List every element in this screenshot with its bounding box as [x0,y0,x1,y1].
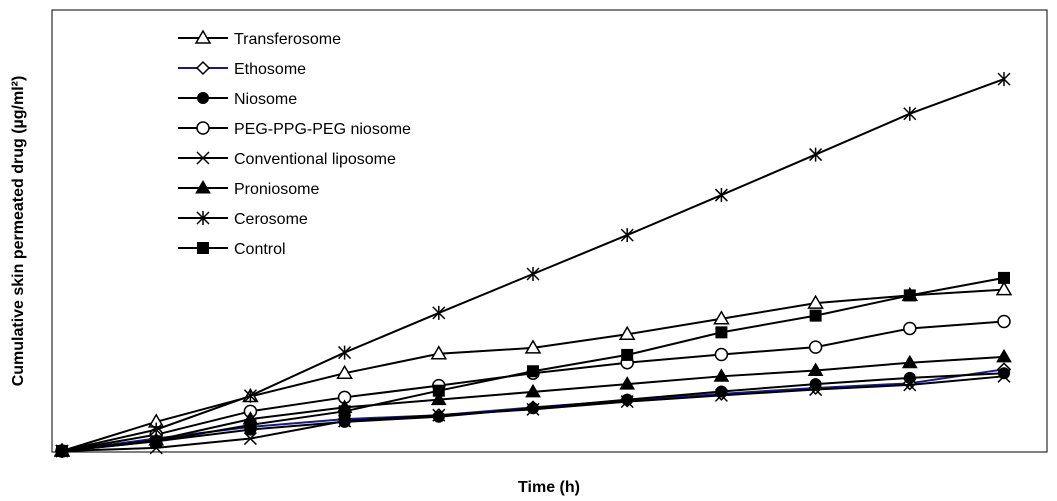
data-point-control-0 [56,445,68,457]
data-point-peg-ppg-peg-niosome-10 [997,314,1011,329]
data-point-cerosome-10 [997,72,1011,87]
legend-entry-conventional-liposome: Conventional liposome [178,151,396,168]
data-point-control-7 [715,326,728,339]
data-point-cerosome-5 [526,267,540,282]
data-point-conventional-liposome-7 [714,388,728,402]
data-point-control-2 [244,418,257,431]
data-point-transferosome-3 [336,364,353,379]
data-point-cerosome-3 [338,345,352,360]
data-point-control-10 [998,271,1010,284]
data-point-niosome-4 [432,410,445,423]
legend-entry-ethosome: Ethosome [178,60,306,78]
data-point-cerosome-8 [809,147,823,162]
legend-label-niosome: Niosome [234,91,297,108]
series-conventional-liposome [55,369,1011,458]
plot-area-frame [51,9,1048,453]
data-point-proniosome-7 [713,368,730,382]
series-line-control [61,276,1005,452]
legend-marker-ethosome [195,60,211,76]
data-point-transferosome-4 [430,345,448,360]
data-point-control-5 [527,365,539,378]
data-point-transferosome-10 [995,281,1013,296]
data-point-proniosome-5 [525,383,541,398]
x-axis-title: Time (h) [518,479,580,496]
legend-entry-control: Control [178,241,286,258]
legend-entry-proniosome: Proniosome [178,180,319,198]
legend-label-peg-ppg-peg-niosome: PEG-PPG-PEG niosome [234,121,411,138]
data-point-peg-ppg-peg-niosome-8 [808,340,823,354]
data-point-proniosome-10 [996,348,1012,363]
legend-marker-transferosome [194,29,212,44]
legend-entry-cerosome: Cerosome [178,211,308,228]
legend-marker-conventional-liposome [196,151,210,165]
legend-label-proniosome: Proniosome [234,181,319,198]
data-point-control-3 [338,405,351,418]
data-point-control-4 [432,384,445,397]
data-point-cerosome-7 [714,188,728,203]
legend: Transferosome Ethosome Niosome PEG-PPG-PEG … [178,29,411,258]
y-axis-title: Cumulative skin permeated drug (µg/ml²) [10,76,27,387]
legend-entry-niosome: Niosome [178,91,297,108]
data-point-peg-ppg-peg-niosome-7 [714,347,729,362]
data-point-conventional-liposome-9 [903,378,917,392]
legend-marker-control [197,242,209,254]
legend-entry-transferosome: Transferosome [178,29,341,48]
data-point-conventional-liposome-8 [809,383,823,397]
data-point-peg-ppg-peg-niosome-9 [903,321,917,336]
data-point-transferosome-6 [618,325,636,341]
legend-label-conventional-liposome: Conventional liposome [234,151,396,168]
legend-marker-cerosome [196,211,210,225]
data-point-cerosome-4 [432,305,446,320]
data-point-cerosome-6 [620,228,634,243]
data-point-conventional-liposome-4 [432,408,446,422]
series-control [56,271,1010,457]
legend-label-ethosome: Ethosome [234,61,306,78]
data-point-cerosome-1 [149,422,163,437]
data-point-transferosome-7 [713,310,730,325]
data-point-proniosome-8 [807,362,824,376]
legend-marker-proniosome [195,180,211,194]
data-point-conventional-liposome-6 [620,395,634,409]
legend-label-cerosome: Cerosome [234,211,308,228]
data-point-proniosome-9 [901,354,918,369]
data-point-proniosome-4 [430,391,447,406]
data-point-transferosome-8 [807,294,824,309]
data-point-control-6 [621,348,634,361]
data-point-conventional-liposome-2 [243,432,257,446]
data-point-proniosome-6 [619,376,636,390]
data-point-cerosome-9 [903,106,917,121]
series-layer [53,72,1013,459]
legend-marker-peg-ppg-peg-niosome [196,121,210,135]
data-point-transferosome-5 [524,339,542,354]
data-point-niosome-9 [903,371,916,384]
data-point-conventional-liposome-10 [997,369,1011,383]
data-point-control-1 [150,435,163,448]
legend-marker-niosome [197,92,209,104]
series-transferosome [53,281,1013,457]
data-point-conventional-liposome-5 [526,402,540,416]
data-point-cerosome-2 [243,388,257,403]
data-point-control-9 [903,289,916,302]
legend-entry-peg-ppg-peg-niosome: PEG-PPG-PEG niosome [178,121,411,138]
data-point-niosome-8 [809,378,822,391]
legend-label-transferosome: Transferosome [234,31,341,48]
data-point-control-8 [809,309,822,322]
data-point-niosome-6 [621,393,634,406]
legend-label-control: Control [234,241,286,258]
